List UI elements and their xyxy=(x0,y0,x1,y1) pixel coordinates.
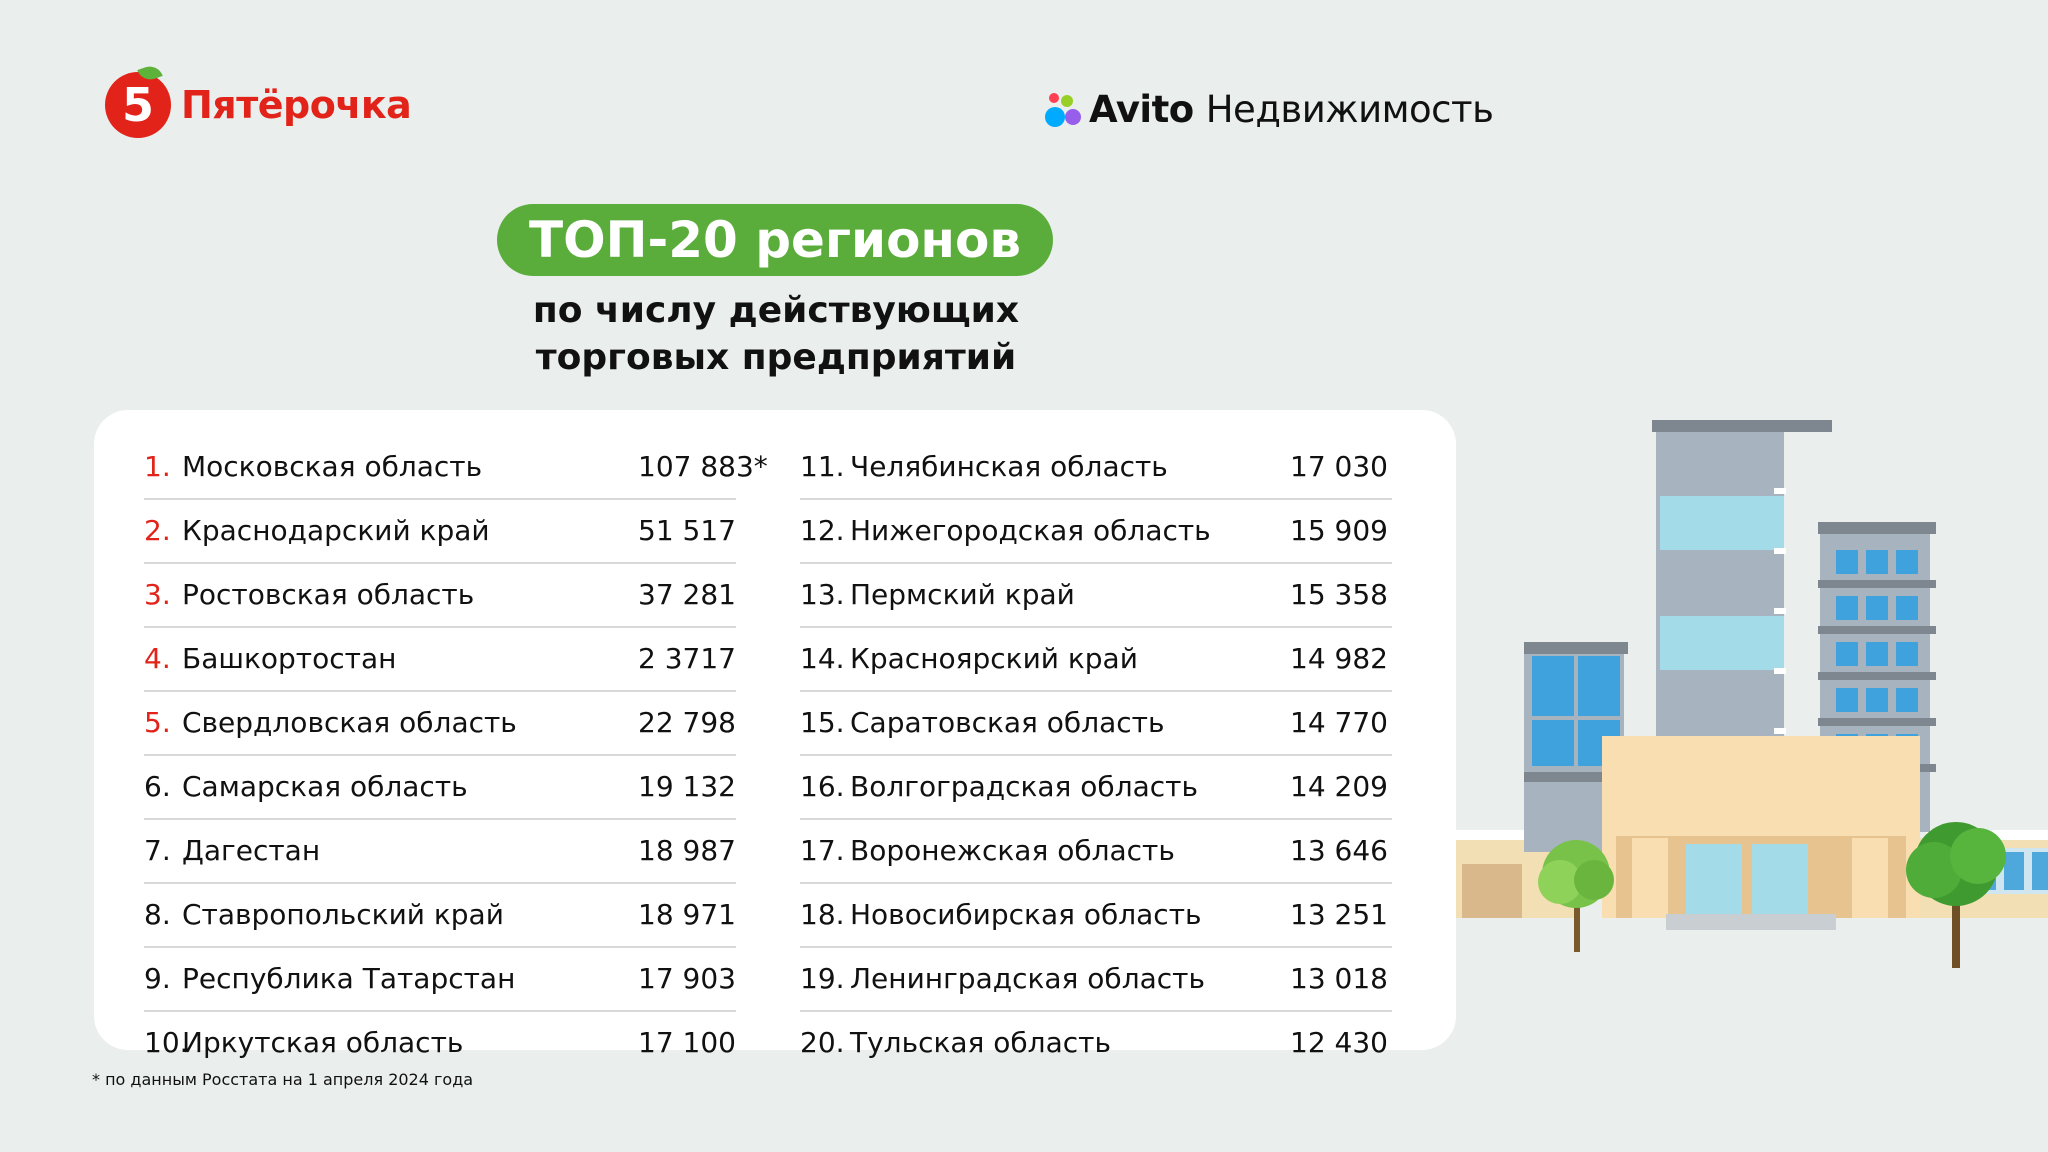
region-name: Свердловская область xyxy=(182,706,517,739)
region-row: 14. Красноярский край 14 982 xyxy=(800,628,1392,692)
region-value: 107 883* xyxy=(638,450,768,483)
footnote: * по данным Росстата на 1 апреля 2024 го… xyxy=(92,1070,474,1089)
title-badge: ТОП-20 регионов xyxy=(497,204,1053,276)
region-row: 16. Волгоградская область 14 209 xyxy=(800,756,1392,820)
region-row: 7. Дагестан 18 987 xyxy=(144,820,736,884)
subtitle: по числу действующих торговых предприяти… xyxy=(470,287,1082,381)
region-rank: 11. xyxy=(800,450,845,483)
ranking-card: 1. Московская область 107 883* 2. Краснодарс… xyxy=(94,410,1456,1059)
region-value: 22 798 xyxy=(638,706,736,739)
region-name: Краснодарский край xyxy=(182,514,490,547)
pyaterochka-mark-icon: 5 xyxy=(105,62,171,138)
region-row: 20. Тульская область 12 430 xyxy=(800,1012,1392,1074)
region-name: Ставропольский край xyxy=(182,898,504,931)
region-row: 1. Московская область 107 883* xyxy=(144,436,768,500)
ranking-column-left: 1. Московская область 107 883* 2. Краснодарс… xyxy=(144,436,768,1074)
region-value: 13 251 xyxy=(1290,898,1388,931)
region-name: Иркутская область xyxy=(182,1026,464,1059)
region-value: 18 987 xyxy=(638,834,736,867)
region-rank: 4. xyxy=(144,642,171,675)
region-value: 12 430 xyxy=(1290,1026,1388,1059)
region-value: 2 3717 xyxy=(638,642,736,675)
region-name: Ростовская область xyxy=(182,578,475,611)
region-value: 13 646 xyxy=(1290,834,1388,867)
region-name: Республика Татарстан xyxy=(182,962,516,995)
region-rank: 10. xyxy=(144,1026,189,1059)
region-rank: 8. xyxy=(144,898,171,931)
building-with-trees-icon xyxy=(1456,420,2048,968)
region-row: 4. Башкортостан 2 3717 xyxy=(144,628,736,692)
region-rank: 5. xyxy=(144,706,171,739)
region-row: 17. Воронежская область 13 646 xyxy=(800,820,1392,884)
region-rank: 12. xyxy=(800,514,845,547)
subtitle-line-1: по числу действующих xyxy=(532,290,1020,331)
region-value: 51 517 xyxy=(638,514,736,547)
region-rank: 3. xyxy=(144,578,171,611)
avito-dots-icon xyxy=(1043,91,1085,129)
region-row: 10. Иркутская область 17 100 xyxy=(144,1012,736,1074)
avito-subbrand: Недвижимость xyxy=(1205,88,1494,131)
region-rank: 17. xyxy=(800,834,845,867)
region-row: 11. Челябинская область 17 030 xyxy=(800,436,1392,500)
region-value: 17 903 xyxy=(638,962,736,995)
region-name: Московская область xyxy=(182,450,483,483)
region-rank: 18. xyxy=(800,898,845,931)
region-name: Волгоградская область xyxy=(850,770,1198,803)
region-row: 9. Республика Татарстан 17 903 xyxy=(144,948,736,1012)
pyaterochka-name: Пятёрочка xyxy=(181,83,412,127)
region-name: Ленинградская область xyxy=(850,962,1205,995)
region-value: 19 132 xyxy=(638,770,736,803)
region-value: 37 281 xyxy=(638,578,736,611)
region-row: 19. Ленинградская область 13 018 xyxy=(800,948,1392,1012)
pyaterochka-logo: 5 Пятёрочка xyxy=(105,62,412,138)
region-name: Новосибирская область xyxy=(850,898,1202,931)
region-row: 13. Пермский край 15 358 xyxy=(800,564,1392,628)
region-rank: 15. xyxy=(800,706,845,739)
region-rank: 16. xyxy=(800,770,845,803)
region-name: Самарская область xyxy=(182,770,468,803)
region-value: 13 018 xyxy=(1290,962,1388,995)
region-row: 3. Ростовская область 37 281 xyxy=(144,564,736,628)
region-name: Дагестан xyxy=(182,834,321,867)
avito-brand: Avito xyxy=(1089,88,1194,131)
region-value: 14 770 xyxy=(1290,706,1388,739)
region-rank: 9. xyxy=(144,962,171,995)
region-rank: 1. xyxy=(144,450,171,483)
avito-logo: Avito Недвижимость xyxy=(1043,88,1494,131)
region-name: Саратовская область xyxy=(850,706,1165,739)
region-rank: 13. xyxy=(800,578,845,611)
region-value: 14 982 xyxy=(1290,642,1388,675)
region-row: 12. Нижегородская область 15 909 xyxy=(800,500,1392,564)
region-value: 14 209 xyxy=(1290,770,1388,803)
region-rank: 14. xyxy=(800,642,845,675)
region-rank: 20. xyxy=(800,1026,845,1059)
region-value: 17 100 xyxy=(638,1026,736,1059)
region-name: Нижегородская область xyxy=(850,514,1211,547)
region-name: Воронежская область xyxy=(850,834,1175,867)
region-rank: 2. xyxy=(144,514,171,547)
region-value: 17 030 xyxy=(1290,450,1388,483)
region-name: Башкортостан xyxy=(182,642,397,675)
region-value: 18 971 xyxy=(638,898,736,931)
ranking-column-right: 11. Челябинская область 17 030 12. Нижегород… xyxy=(800,436,1392,1074)
region-name: Пермский край xyxy=(850,578,1075,611)
region-row: 18. Новосибирская область 13 251 xyxy=(800,884,1392,948)
subtitle-line-2: торговых предприятий xyxy=(535,337,1017,378)
region-row: 2. Краснодарский край 51 517 xyxy=(144,500,736,564)
pyaterochka-mark-number: 5 xyxy=(105,72,171,138)
region-name: Красноярский край xyxy=(850,642,1138,675)
region-name: Челябинская область xyxy=(850,450,1168,483)
region-row: 6. Самарская область 19 132 xyxy=(144,756,736,820)
region-value: 15 909 xyxy=(1290,514,1388,547)
region-rank: 6. xyxy=(144,770,171,803)
region-value: 15 358 xyxy=(1290,578,1388,611)
region-row: 8. Ставропольский край 18 971 xyxy=(144,884,736,948)
region-row: 5. Свердловская область 22 798 xyxy=(144,692,736,756)
region-row: 15. Саратовская область 14 770 xyxy=(800,692,1392,756)
region-name: Тульская область xyxy=(850,1026,1111,1059)
region-rank: 19. xyxy=(800,962,845,995)
region-rank: 7. xyxy=(144,834,171,867)
